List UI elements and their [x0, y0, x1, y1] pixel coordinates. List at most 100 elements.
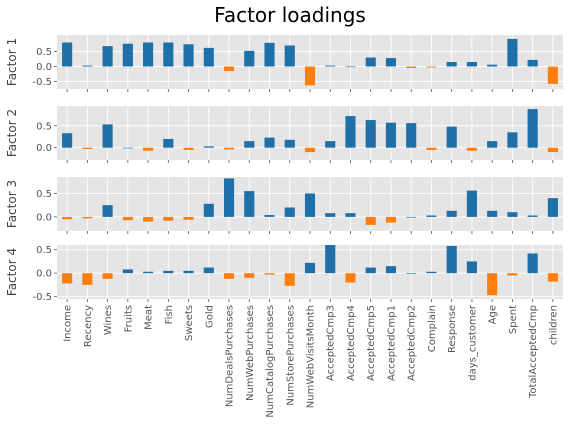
x-tick-label: Spent: [508, 305, 519, 334]
bar-complain: [426, 215, 437, 217]
x-tick-label: Income: [63, 305, 74, 342]
bar-response: [446, 62, 457, 67]
bar-totalacceptedcmp: [527, 59, 538, 67]
x-tick-label: Wines: [103, 305, 114, 335]
x-tick-label: Fish: [164, 305, 175, 324]
bar-numwebpurchases: [244, 50, 255, 67]
bar-fruits: [122, 269, 133, 274]
bar-acceptedcmp4: [345, 116, 356, 148]
y-axis-label: Factor 1: [5, 38, 19, 86]
chart-title: Factor loadings: [214, 3, 366, 27]
bar-sweets: [183, 270, 194, 274]
y-tick-label: 0.5: [36, 245, 52, 256]
factor-panel-1: -0.5 0.0 0.5 Factor 1: [5, 35, 563, 92]
x-tick-label: Meat: [144, 305, 155, 330]
bar-meat: [143, 216, 154, 222]
factor-panel-2: 0.0 0.5 Factor 2: [5, 106, 563, 163]
bar-numdealspurchases: [223, 147, 235, 150]
x-tick-label: Recency: [83, 305, 94, 347]
bar-age: [487, 141, 498, 148]
bar-numcatalogpurchases: [264, 215, 275, 217]
bar-numcatalogpurchases: [264, 273, 275, 275]
bar-numdealspurchases: [223, 66, 235, 71]
bar-sweets: [183, 147, 194, 150]
bar-acceptedcmp2: [406, 216, 417, 218]
bar-spent: [507, 212, 518, 217]
bar-children: [547, 273, 558, 282]
bar-wines: [102, 124, 113, 148]
bar-acceptedcmp1: [385, 266, 397, 274]
bar-income: [62, 216, 73, 220]
y-tick-label: 0.5: [36, 121, 52, 132]
bar-spent: [507, 38, 518, 67]
bar-acceptedcmp4: [345, 66, 356, 68]
x-tick-label: Age: [488, 305, 499, 324]
x-tick-label: Sweets: [184, 305, 195, 341]
bar-numcatalogpurchases: [264, 137, 275, 148]
bar-wines: [102, 46, 113, 67]
x-tick-label: AcceptedCmp4: [346, 305, 357, 381]
bar-income: [62, 42, 73, 67]
bar-totalacceptedcmp: [527, 109, 538, 148]
y-tick-label: 0.5: [36, 189, 52, 200]
bar-acceptedcmp5: [365, 120, 376, 148]
bar-complain: [426, 271, 437, 274]
x-tick-label: AcceptedCmp5: [366, 305, 377, 381]
bar-fish: [163, 270, 174, 274]
bar-spent: [507, 273, 518, 276]
bar-complain: [426, 66, 437, 68]
bar-age: [487, 64, 498, 67]
bar-gold: [203, 47, 214, 67]
bar-acceptedcmp5: [365, 57, 376, 67]
x-tick-label: NumStorePurchases: [285, 305, 296, 406]
bar-numstorepurchases: [284, 139, 295, 148]
bar-acceptedcmp3: [325, 65, 336, 67]
bar-meat: [143, 271, 154, 274]
bar-response: [446, 245, 457, 274]
x-tick-label: Response: [447, 305, 458, 353]
y-axis-label: Factor 3: [5, 180, 19, 228]
bar-children: [547, 66, 558, 84]
bar-fish: [163, 216, 174, 221]
bar-days_customer: [466, 147, 477, 151]
bar-acceptedcmp4: [345, 213, 356, 217]
bar-numwebvisitsmonth: [304, 66, 316, 86]
bar-age: [487, 273, 498, 296]
bar-recency: [82, 65, 93, 67]
bar-numwebpurchases: [244, 141, 255, 148]
bar-days_customer: [466, 261, 477, 274]
factor-panel-4: -0.5 0.0 0.5 Factor 4: [5, 245, 563, 303]
bar-fruits: [122, 147, 133, 149]
y-tick-label: 0.0: [36, 62, 52, 73]
x-tick-label: AcceptedCmp2: [407, 305, 418, 381]
bar-wines: [102, 273, 113, 279]
y-tick-label: 0.0: [36, 269, 52, 280]
bar-acceptedcmp1: [385, 216, 397, 223]
x-axis-labels: Income Recency Wines Fruits Meat Fish Sweets Go…: [63, 304, 560, 417]
bar-numwebpurchases: [244, 273, 255, 278]
bar-fruits: [122, 43, 133, 67]
bar-totalacceptedcmp: [527, 253, 538, 274]
bar-acceptedcmp2: [406, 273, 417, 274]
y-axis-label: Factor 2: [5, 109, 19, 157]
bar-acceptedcmp2: [406, 123, 417, 148]
bar-sweets: [183, 44, 194, 67]
bar-fish: [163, 138, 174, 148]
factor-panels: -0.5 0.0 0.5 Factor 1 0.0 0.5 Factor 2 0.0 0.5 Fa…: [5, 35, 563, 303]
bar-numwebvisitsmonth: [304, 262, 316, 274]
bar-complain: [426, 147, 437, 150]
bar-children: [547, 147, 558, 153]
bar-fruits: [122, 216, 133, 221]
bar-recency: [82, 216, 93, 219]
x-tick-label: NumWebPurchases: [245, 305, 256, 401]
y-tick-label: 0.0: [36, 212, 52, 223]
x-tick-label: days_customer: [467, 304, 478, 381]
x-tick-label: Complain: [427, 305, 438, 352]
bar-acceptedcmp2: [406, 66, 417, 68]
bar-gold: [203, 203, 214, 217]
bar-acceptedcmp5: [365, 267, 376, 274]
factor-panel-3: 0.0 0.5 Factor 3: [5, 177, 563, 234]
y-axis-label: Factor 4: [5, 248, 19, 296]
bar-numstorepurchases: [284, 45, 295, 67]
